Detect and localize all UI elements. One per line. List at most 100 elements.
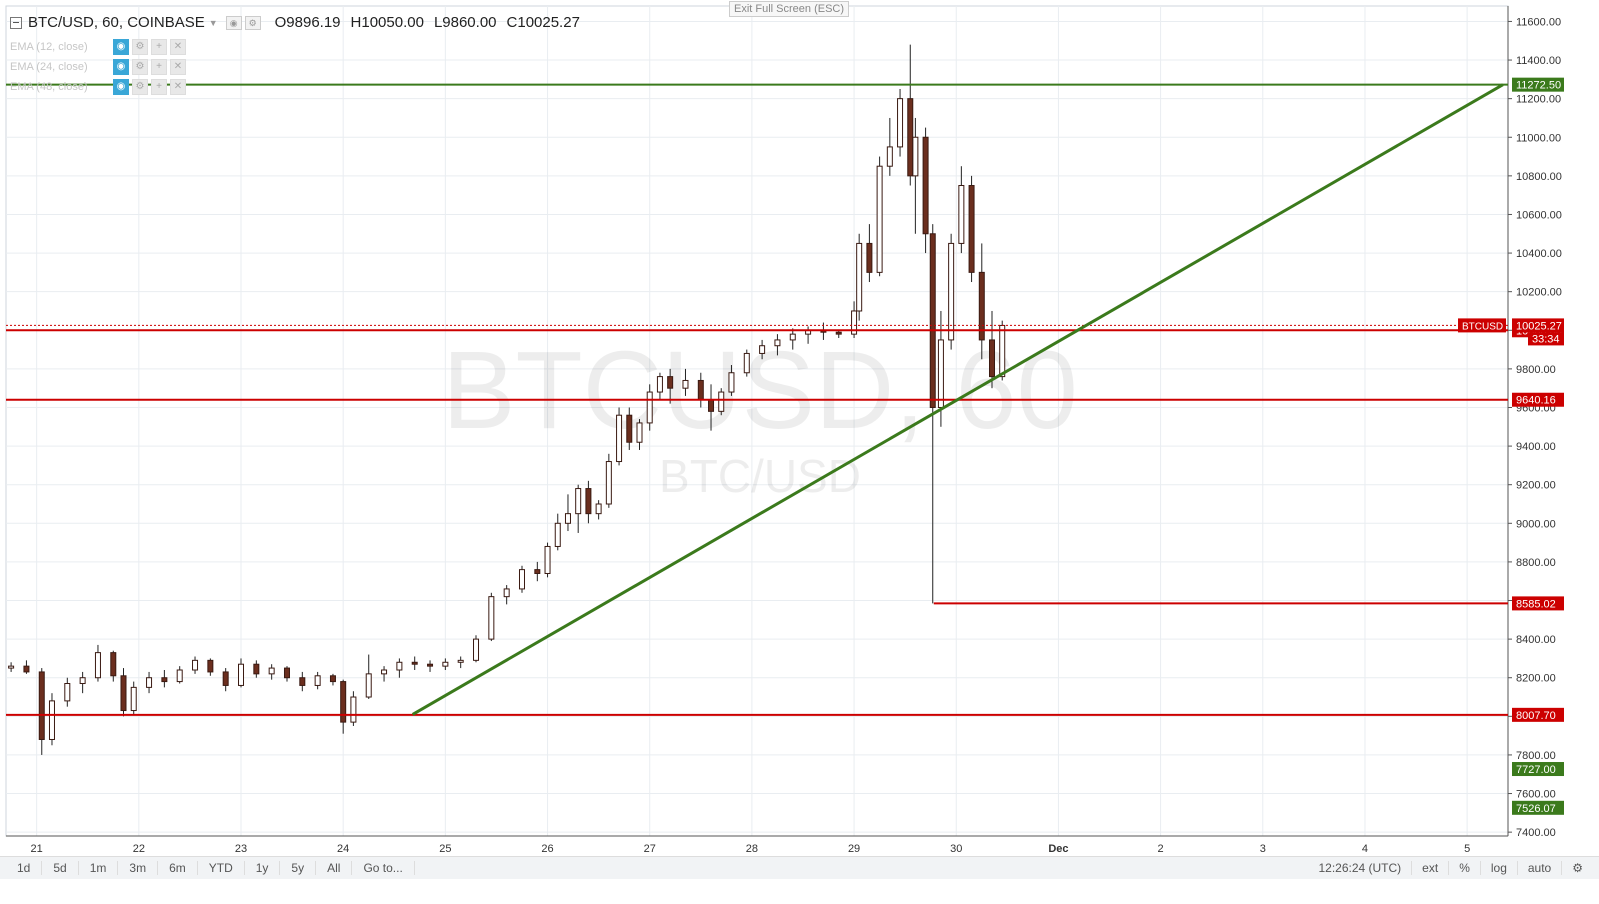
y-tick-label: 11400.00 [1516,55,1561,67]
candle-body [626,414,633,443]
level-label-box [1512,392,1564,407]
y-tick-label: 8800.00 [1516,557,1556,569]
candle-body [207,659,214,673]
price-tag-box [1512,318,1564,333]
gear-icon[interactable]: ⚙ [132,39,148,55]
low-value: L9860.00 [433,14,497,31]
gear-icon[interactable]: ⚙ [132,79,148,95]
candle-body [442,661,449,667]
x-tick-label: Dec [1048,843,1068,855]
close-icon[interactable]: ✕ [170,39,186,55]
level-label-box [1512,596,1564,611]
series-controls: ◉ ⚙ [225,15,261,30]
x-tick-label: 27 [644,843,656,855]
utc-clock[interactable]: 12:26:24 (UTC) [1318,861,1402,875]
settings-icon[interactable]: ⚙ [244,15,261,30]
watermark-sub: BTC/USD [659,450,861,502]
chevron-down-icon[interactable]: ▼ [208,17,218,28]
goto-button[interactable]: Go to... [352,861,415,875]
range-6m-button[interactable]: 6m [158,861,198,875]
close-icon[interactable]: ✕ [170,59,186,75]
candle-body [64,683,71,702]
price-tag: 10025.27 [1516,320,1562,332]
countdown-box [1528,332,1564,346]
candle-body [866,242,873,273]
eye-icon[interactable]: ◉ [113,79,129,95]
axis-label: 7526.07 [1516,803,1556,815]
candle-body [682,379,689,389]
range-all-button[interactable]: All [316,861,353,875]
x-tick-label: 23 [235,843,247,855]
candle-body [968,185,975,273]
candle-body [718,391,725,412]
y-tick-label: 10400.00 [1516,248,1562,260]
candle-body [350,696,357,723]
eye-icon[interactable]: ◉ [113,39,129,55]
ext-toggle[interactable]: ext [1411,861,1448,875]
candle-body [728,372,735,393]
range-1d-button[interactable]: 1d [6,861,43,875]
candle-body [929,233,936,408]
indicator-ema-12[interactable]: EMA (12, close) ◉ ⚙ + ✕ [10,39,186,55]
candle-body [922,136,929,235]
candle-body [381,669,388,675]
y-tick-label: 7800.00 [1516,750,1556,762]
level-label: 8007.70 [1516,710,1556,722]
candle-body [948,242,955,341]
y-tick-label: 8200.00 [1516,673,1556,685]
y-tick-label: 7600.00 [1516,789,1556,801]
y-tick-label: 9200.00 [1516,480,1556,492]
candle-body [656,376,663,393]
indicator-label: EMA (48, close) [10,81,88,93]
gear-icon[interactable]: ⚙ [132,59,148,75]
visibility-icon[interactable]: ◉ [225,15,242,30]
indicator-ema-48[interactable]: EMA (48, close) ◉ ⚙ + ✕ [10,79,186,95]
gear-icon[interactable]: ⚙ [1561,861,1593,875]
y-tick-label: 9000.00 [1516,518,1556,530]
range-1y-button[interactable]: 1y [245,861,281,875]
plus-icon[interactable]: + [151,39,167,55]
range-1m-button[interactable]: 1m [79,861,119,875]
candle-body [605,461,612,505]
close-icon[interactable]: ✕ [170,79,186,95]
x-tick-label: 29 [848,843,860,855]
candle-body [789,333,796,341]
level-label: 9640.16 [1516,395,1556,407]
range-5y-button[interactable]: 5y [280,861,317,875]
indicator-ema-24[interactable]: EMA (24, close) ◉ ⚙ + ✕ [10,59,186,75]
candle-body [329,675,336,683]
auto-toggle[interactable]: auto [1516,861,1561,875]
candle-body [48,700,55,740]
y-tick-label: 11600.00 [1516,16,1561,28]
range-ytd-button[interactable]: YTD [198,861,245,875]
candle-body [575,488,582,515]
collapse-legend-icon[interactable] [10,16,22,29]
x-tick-label: 21 [31,843,43,855]
candle-body [365,673,372,698]
range-3m-button[interactable]: 3m [118,861,159,875]
y-tick-label: 10600.00 [1516,209,1562,221]
range-5d-button[interactable]: 5d [42,861,79,875]
candle-body [110,652,117,677]
exit-fullscreen-button[interactable]: Exit Full Screen (ESC) [729,1,850,17]
eye-icon[interactable]: ◉ [113,59,129,75]
candle-body [759,345,766,354]
percent-toggle[interactable]: % [1448,861,1480,875]
x-tick-label: 28 [746,843,758,855]
candle-body [427,663,434,667]
candle-body [130,686,137,712]
plus-icon[interactable]: + [151,59,167,75]
candle-body [544,545,551,574]
candle-body [503,588,510,598]
candle-body [411,661,418,665]
x-tick-label: 22 [133,843,145,855]
candle-body [283,667,290,679]
symbol-label[interactable]: BTC/USD, 60, COINBASE [28,14,205,31]
log-toggle[interactable]: log [1479,861,1517,875]
candle-body [8,665,15,669]
plus-icon[interactable]: + [151,79,167,95]
level-label-box [1512,77,1564,92]
candle-body [564,513,571,524]
